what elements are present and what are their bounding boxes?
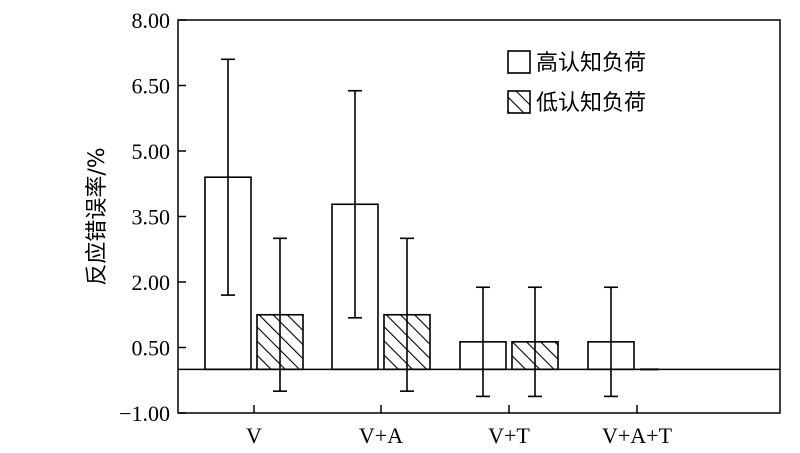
x-tick-label: V bbox=[246, 423, 262, 448]
y-tick-label: 8.00 bbox=[132, 8, 171, 33]
legend-swatch-high bbox=[507, 50, 531, 74]
error-bar bbox=[604, 286, 618, 398]
y-tick-label: 5.00 bbox=[132, 139, 171, 164]
legend-label-high: 高认知负荷 bbox=[536, 51, 646, 76]
x-tick-label: V+A+T bbox=[602, 423, 673, 448]
y-tick-label: −1.00 bbox=[119, 401, 170, 426]
y-axis-label: 反应错误率/% bbox=[85, 147, 110, 285]
error-bar bbox=[400, 237, 414, 392]
y-axis: 8.00 6.50 5.00 3.50 2.00 0.50 −1.00 bbox=[119, 8, 186, 426]
bars-layer bbox=[204, 176, 659, 371]
x-tick-label: V+T bbox=[488, 423, 530, 448]
legend-swatch-low bbox=[507, 90, 531, 114]
error-bar bbox=[476, 286, 490, 398]
y-tick-label: 6.50 bbox=[132, 74, 171, 99]
x-tick-label: V+A bbox=[359, 423, 403, 448]
y-tick-label: 0.50 bbox=[132, 336, 171, 361]
error-bar bbox=[528, 286, 542, 398]
error-bar bbox=[221, 58, 235, 296]
x-axis: V V+A V+T V+A+T bbox=[246, 405, 673, 448]
error-bar bbox=[273, 237, 287, 392]
error-bar bbox=[348, 89, 362, 319]
y-tick-label: 2.00 bbox=[132, 270, 171, 295]
y-tick-label: 3.50 bbox=[132, 205, 171, 230]
legend-label-low: 低认知负荷 bbox=[536, 91, 646, 116]
legend: 高认知负荷 低认知负荷 bbox=[507, 50, 646, 116]
errorbars-layer bbox=[221, 58, 618, 398]
